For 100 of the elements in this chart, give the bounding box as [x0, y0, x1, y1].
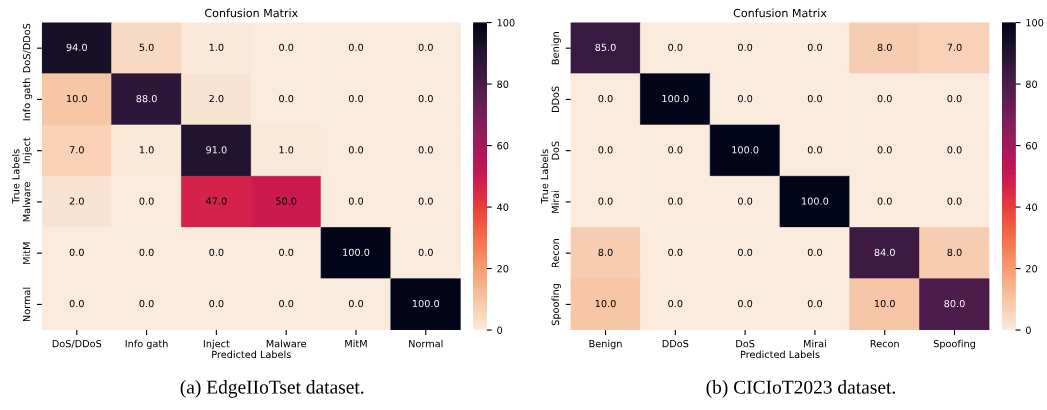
- y-tick-label: Inject: [22, 137, 33, 164]
- data-label: 0.0: [668, 146, 683, 154]
- y-tick-label: Benign: [551, 32, 561, 65]
- data-label: 0.0: [738, 299, 753, 308]
- data-label: 84.0: [874, 248, 895, 256]
- data-label: 0.0: [807, 299, 822, 308]
- data-label: 0.0: [348, 43, 364, 51]
- y-tick-label: Malware: [22, 182, 31, 222]
- data-label: 0.0: [279, 43, 294, 51]
- color-bar-label: 0: [1025, 326, 1031, 334]
- data-label: 100.0: [412, 299, 440, 308]
- data-label: 10.0: [595, 299, 616, 308]
- data-label: 0.0: [209, 299, 224, 308]
- data-label: 0.0: [348, 299, 364, 308]
- data-label: 94.0: [66, 43, 87, 51]
- data-label: 0.0: [418, 248, 433, 256]
- data-label: 0.0: [598, 197, 613, 205]
- data-label: 2.0: [209, 94, 224, 103]
- data-label: 0.0: [668, 248, 683, 256]
- color-bar-label: 40: [1025, 203, 1038, 211]
- data-label: 0.0: [807, 146, 822, 154]
- y-axis-title: True Labels: [11, 149, 20, 204]
- y-tick-label: Normal: [22, 287, 31, 322]
- y-tick-label: Recon: [551, 239, 560, 268]
- data-label: 91.0: [206, 146, 227, 154]
- data-label: 1.0: [279, 146, 294, 154]
- chart-title: Confusion Matrix: [733, 8, 827, 18]
- data-label: 0.0: [947, 94, 962, 103]
- x-tick-label: DDoS: [662, 339, 689, 348]
- x-tick-label: Inject: [203, 339, 230, 350]
- data-label: 0.0: [418, 197, 433, 205]
- data-label: 0.0: [279, 299, 294, 308]
- data-label: 7.0: [69, 146, 84, 154]
- x-tick-label: Mirai: [804, 339, 826, 348]
- data-label: 0.0: [209, 248, 224, 256]
- data-label: 0.0: [69, 248, 84, 256]
- data-label: 0.0: [348, 197, 364, 205]
- y-tick-label: DDoS: [551, 86, 560, 113]
- color-bar-label: 80: [1025, 80, 1038, 88]
- data-label: 0.0: [348, 146, 364, 154]
- data-label: 0.0: [348, 94, 364, 103]
- data-label: 0.0: [279, 248, 294, 256]
- data-label: 0.0: [418, 146, 433, 154]
- x-tick-label: Spoofing: [933, 339, 975, 350]
- data-label: 0.0: [668, 299, 683, 308]
- data-label: 0.0: [598, 94, 613, 103]
- data-label: 2.0: [69, 197, 84, 205]
- data-label: 0.0: [877, 146, 892, 154]
- color-bar-label: 20: [497, 265, 509, 273]
- x-tick-label: Malware: [266, 339, 307, 348]
- y-tick-label: DoS/DDoS: [22, 23, 32, 73]
- data-label: 80.0: [944, 299, 965, 308]
- x-axis-title: Predicted Labels: [212, 350, 291, 359]
- data-label: 8.0: [598, 248, 613, 256]
- x-tick-label: Benign: [589, 339, 622, 350]
- x-tick-label: DoS/DDoS: [52, 339, 102, 349]
- data-label: 0.0: [807, 94, 822, 103]
- data-label: 0.0: [738, 94, 753, 103]
- data-label: 0.0: [279, 94, 294, 103]
- data-label: 0.0: [807, 248, 822, 256]
- y-axis-title: True Labels: [540, 149, 549, 204]
- data-label: 0.0: [738, 248, 753, 256]
- x-tick-label: Recon: [870, 340, 899, 348]
- data-label: 5.0: [139, 43, 154, 51]
- x-axis-title: Predicted Labels: [740, 350, 820, 359]
- data-label: 0.0: [139, 299, 154, 308]
- chart-title: Confusion Matrix: [205, 8, 298, 18]
- data-label: 0.0: [738, 197, 753, 205]
- text: (b) CICIoT2023 dataset.: [706, 380, 895, 398]
- data-label: 7.0: [947, 43, 962, 51]
- data-label: 1.0: [209, 43, 224, 51]
- text: (a) EdgeIIoTset dataset.: [180, 380, 364, 398]
- color-bar-label: 60: [1025, 142, 1038, 150]
- data-label: 100.0: [802, 197, 829, 205]
- data-label: 0.0: [807, 43, 822, 51]
- data-label: 0.0: [668, 43, 683, 51]
- color-bar-label: 100: [1026, 19, 1044, 27]
- data-label: 88.0: [136, 94, 157, 103]
- data-label: 0.0: [738, 43, 753, 51]
- data-label: 1.0: [139, 146, 154, 154]
- color-bar-label: 20: [1026, 265, 1038, 273]
- data-label: 0.0: [598, 146, 613, 154]
- color-bar-label: 60: [497, 142, 509, 150]
- data-label: 0.0: [947, 197, 962, 205]
- color-bar-label: 40: [497, 203, 509, 211]
- data-label: 50.0: [276, 197, 297, 205]
- y-tick-label: Info gath: [22, 78, 33, 121]
- y-tick-label: DoS: [551, 141, 560, 160]
- data-label: 10.0: [67, 94, 87, 103]
- data-label: 0.0: [139, 248, 154, 256]
- data-label: 0.0: [947, 146, 962, 154]
- data-label: 0.0: [418, 43, 433, 51]
- y-tick-label: MitM: [22, 242, 31, 264]
- x-tick-label: MitM: [345, 339, 367, 348]
- color-bar-label: 100: [497, 19, 515, 27]
- data-label: 10.0: [874, 299, 895, 308]
- x-tick-label: Info gath: [125, 339, 168, 350]
- x-tick-label: DoS: [736, 339, 755, 348]
- data-label: 0.0: [668, 197, 683, 205]
- data-label: 100.0: [732, 146, 759, 154]
